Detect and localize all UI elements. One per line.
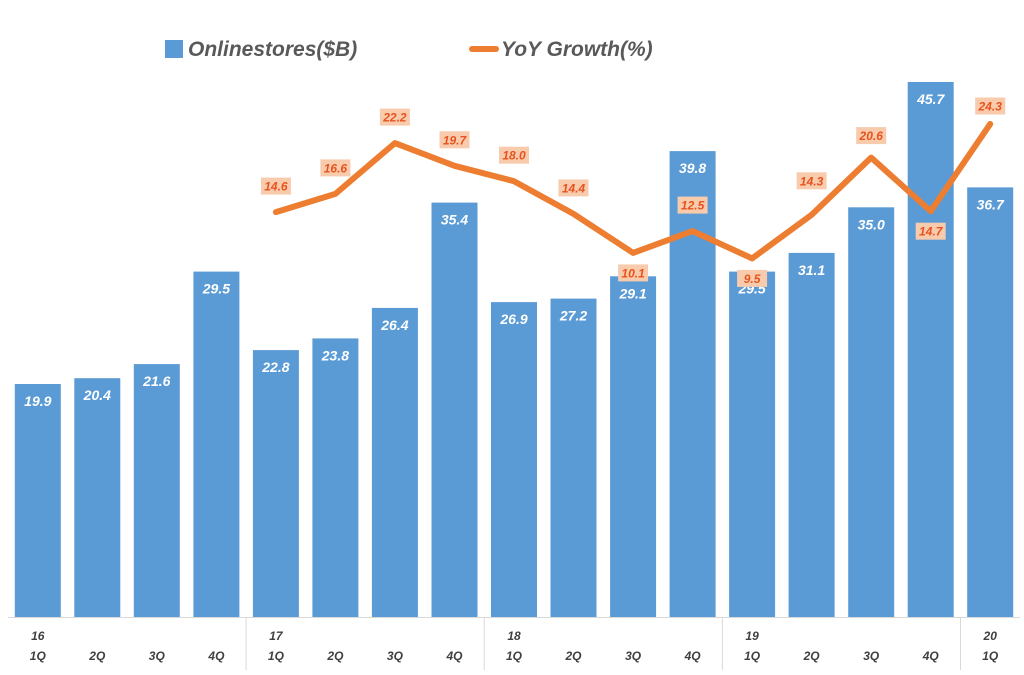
growth-label-bg-7	[439, 131, 470, 149]
x-tick-quarter-11: 4Q	[684, 649, 702, 663]
x-tick-quarter-6: 3Q	[387, 649, 404, 663]
bar-value-label-8: 26.9	[499, 311, 527, 327]
growth-value-label-4: 14.6	[264, 180, 288, 194]
bar-value-label-14: 35.0	[858, 216, 885, 232]
x-tick-quarter-15: 4Q	[922, 649, 940, 663]
growth-label-bg-15	[915, 222, 946, 240]
x-tick-quarter-9: 2Q	[564, 649, 582, 663]
bar-0	[14, 384, 61, 617]
bar-value-label-16: 36.7	[977, 196, 1005, 212]
bar-value-label-6: 26.4	[380, 317, 408, 333]
x-tick-quarter-14: 3Q	[863, 649, 880, 663]
growth-label-bg-6	[379, 108, 410, 126]
bar-6	[371, 307, 418, 617]
x-tick-year-4: 17	[269, 629, 284, 643]
legend-label-onlinestores: Onlinestores($B)	[188, 38, 357, 61]
legend: Onlinestores($B) YoY Growth(%)	[165, 38, 653, 61]
x-tick-quarter-1: 2Q	[88, 649, 106, 663]
x-tick-quarter-10: 3Q	[625, 649, 642, 663]
growth-label-bg-12	[737, 269, 768, 287]
bar-value-label-0: 19.9	[24, 393, 51, 409]
bar-value-label-10: 29.1	[618, 285, 646, 301]
bar-value-label-7: 35.4	[441, 212, 468, 228]
growth-value-label-9: 14.4	[562, 181, 586, 195]
growth-label-bg-9	[558, 179, 589, 197]
x-tick-quarter-5: 2Q	[326, 649, 344, 663]
bar-13	[788, 252, 835, 617]
bar-labels-layer: 19.9 20.4 21.6 29.5 22.8 23.8 26.4 35.4 26.9 27.2…	[24, 91, 1005, 409]
bar-15	[907, 82, 954, 617]
x-tick-quarter-4: 1Q	[268, 649, 285, 663]
bar-14	[848, 207, 895, 618]
x-tick-quarter-2: 3Q	[149, 649, 166, 663]
growth-label-bg-11	[677, 196, 708, 214]
bar-3	[193, 271, 240, 617]
growth-value-label-11: 12.5	[681, 199, 705, 213]
growth-label-bg-13	[796, 172, 827, 190]
x-tick-year-8: 18	[507, 629, 521, 643]
growth-label-bg-5	[320, 159, 351, 177]
bar-value-label-9: 27.2	[559, 308, 587, 324]
growth-label-bg-10	[618, 264, 649, 282]
x-tick-quarter-12: 1Q	[744, 649, 761, 663]
bar-10	[610, 276, 657, 617]
bar-value-label-4: 22.8	[261, 359, 289, 375]
bar-value-label-15: 45.7	[916, 91, 945, 107]
bar-9	[550, 298, 597, 617]
x-tick-year-16: 20	[983, 629, 998, 643]
x-tick-year-12: 19	[745, 629, 759, 643]
bar-5	[312, 338, 359, 617]
bar-2	[133, 364, 180, 617]
bars-layer	[14, 82, 1014, 618]
bar-1	[74, 378, 121, 617]
bar-value-label-1: 20.4	[83, 387, 111, 403]
bar-value-label-2: 21.6	[142, 373, 170, 389]
growth-value-label-15: 14.7	[919, 225, 944, 239]
growth-value-label-13: 14.3	[800, 174, 824, 188]
growth-label-bg-4	[260, 177, 291, 195]
bar-7	[431, 202, 478, 617]
x-tick-quarter-16: 1Q	[982, 649, 999, 663]
growth-value-label-12: 9.5	[744, 272, 761, 286]
bar-11	[669, 151, 716, 617]
growth-value-label-14: 20.6	[859, 129, 884, 143]
growth-label-bg-8	[499, 146, 529, 164]
growth-value-label-6: 22.2	[382, 111, 407, 125]
x-tick-quarter-3: 4Q	[207, 649, 225, 663]
growth-value-label-10: 10.1	[621, 266, 645, 280]
x-tick-quarter-13: 2Q	[803, 649, 821, 663]
bar-16	[967, 187, 1014, 617]
x-tick-quarter-0: 1Q	[30, 649, 47, 663]
x-axis: 16 1Q 2Q 3Q 4Q 17 1Q 2Q 3Q 4Q 18 1Q 2Q 3Q 4Q 19 1Q 2Q 3Q 4Q…	[8, 617, 1020, 670]
bar-value-label-3: 29.5	[202, 281, 230, 297]
bar-12	[729, 271, 776, 617]
growth-label-bg-16	[975, 97, 1006, 115]
bar-4	[252, 350, 299, 617]
bar-8	[491, 302, 537, 617]
x-tick-year-0: 16	[31, 629, 45, 643]
bar-value-label-11: 39.8	[679, 160, 706, 176]
x-tick-quarter-7: 4Q	[445, 649, 463, 663]
legend-swatch-onlinestores	[165, 40, 183, 58]
growth-value-label-5: 16.6	[324, 161, 348, 175]
growth-value-label-8: 18.0	[502, 149, 526, 163]
legend-label-growth: YoY Growth(%)	[501, 38, 653, 61]
growth-line-layer	[272, 121, 994, 262]
growth-labels-layer: 14.6 16.6 22.2 19.7 18.0 14.4 10.1 12.5 9.5 14.3 2…	[260, 97, 1006, 287]
growth-label-bg-14	[856, 127, 887, 145]
growth-value-label-7: 19.7	[443, 133, 468, 147]
x-tick-quarter-8: 1Q	[506, 649, 523, 663]
growth-value-label-16: 24.3	[978, 100, 1003, 114]
bar-value-label-13: 31.1	[798, 262, 825, 278]
bar-value-label-5: 23.8	[321, 347, 349, 363]
